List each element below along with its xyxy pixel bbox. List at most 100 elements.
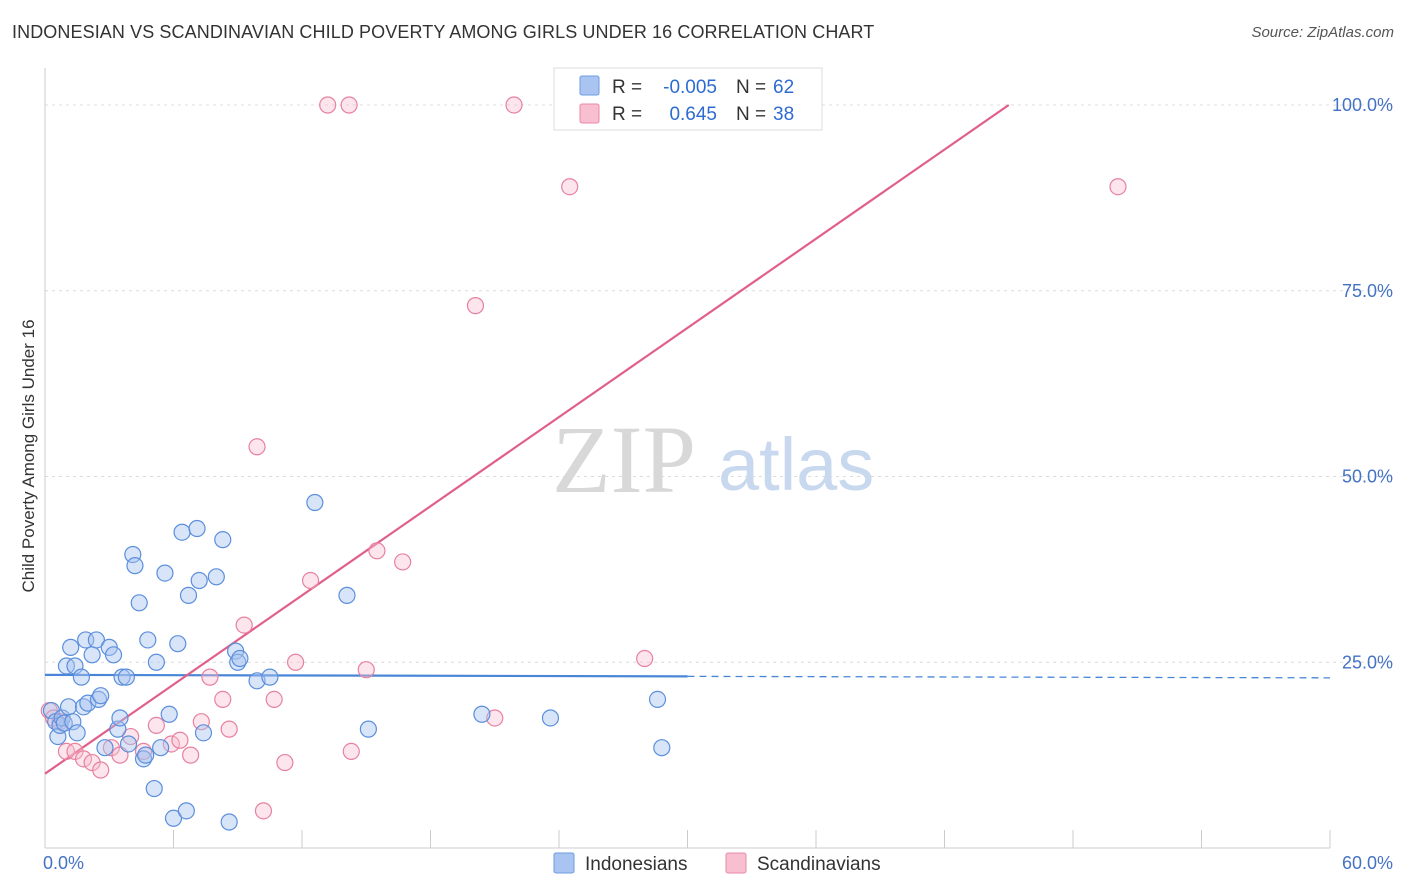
point-indonesians	[541, 709, 560, 727]
point-indonesians	[338, 586, 356, 604]
point-scandinavians	[182, 746, 200, 764]
legend-n-value-scandinavians: 38	[773, 104, 794, 125]
legend-label-indonesians: Indonesians	[585, 854, 687, 875]
point-indonesians	[164, 809, 183, 827]
point-indonesians	[119, 735, 138, 753]
legend-n-label: N =	[736, 104, 766, 125]
legend-series: Indonesians Scandinavians	[553, 852, 881, 875]
point-scandinavians	[265, 690, 283, 709]
watermark-atlas: atlas	[718, 423, 874, 506]
point-scandinavians	[192, 713, 210, 731]
point-scandinavians	[248, 438, 266, 456]
point-indonesians	[220, 813, 238, 831]
y-axis-title: Child Poverty Among Girls Under 16	[19, 319, 38, 592]
point-scandinavians	[342, 742, 360, 761]
point-scandinavians	[220, 720, 238, 738]
point-indonesians	[173, 523, 191, 541]
point-indonesians	[156, 564, 174, 582]
point-indonesians	[117, 668, 135, 686]
point-indonesians	[207, 568, 225, 586]
trend-line-indonesians-extension	[687, 675, 1331, 679]
legend-stats: R = -0.005 N = 62 R = 0.645 N = 38	[553, 67, 823, 131]
trend-line-scandinavians	[44, 104, 1010, 775]
watermark: ZIP atlas	[552, 406, 874, 513]
point-scandinavians	[394, 553, 412, 571]
point-indonesians	[190, 571, 208, 590]
point-indonesians	[214, 531, 232, 549]
point-indonesians	[359, 720, 377, 738]
trend-line-indonesians	[44, 673, 688, 678]
point-indonesians	[83, 646, 101, 664]
legend-label-scandinavians: Scandinavians	[757, 854, 881, 875]
point-indonesians	[130, 594, 148, 612]
point-indonesians	[231, 649, 249, 668]
gridlines	[45, 104, 1395, 663]
point-indonesians	[104, 646, 123, 664]
point-indonesians	[653, 739, 671, 757]
y-tick-label: 50.0%	[1342, 467, 1393, 487]
point-indonesians	[113, 668, 131, 686]
point-scandinavians	[162, 735, 180, 753]
y-tick-label: 25.0%	[1342, 652, 1393, 672]
legend-swatch-scandinavians	[579, 103, 600, 124]
point-scandinavians	[636, 649, 654, 668]
point-indonesians	[179, 586, 198, 604]
point-indonesians	[648, 690, 667, 709]
legend-n-value-indonesians: 62	[773, 77, 794, 98]
point-indonesians	[62, 638, 80, 656]
legend-r-label: R =	[612, 104, 642, 125]
point-scandinavians	[301, 571, 320, 590]
legend-r-label: R =	[612, 77, 642, 98]
point-scandinavians	[254, 802, 273, 820]
point-scandinavians	[319, 96, 337, 114]
point-indonesians	[306, 493, 324, 512]
point-indonesians	[137, 746, 155, 764]
point-scandinavians	[357, 661, 375, 679]
point-scandinavians	[214, 690, 232, 709]
point-indonesians	[145, 779, 163, 798]
point-scandinavians	[505, 96, 523, 114]
point-indonesians	[59, 698, 78, 716]
source-credit: Source: ZipAtlas.com	[1251, 24, 1394, 41]
point-indonesians	[79, 694, 97, 712]
point-scandinavians	[340, 96, 358, 114]
legend-r-value-indonesians: -0.005	[663, 77, 717, 98]
legend-swatch-scandinavians	[725, 852, 747, 874]
point-scandinavians	[286, 653, 305, 671]
point-indonesians	[261, 668, 279, 686]
point-indonesians	[160, 705, 178, 723]
point-indonesians	[72, 668, 91, 686]
point-indonesians	[87, 631, 106, 649]
point-indonesians	[194, 724, 213, 742]
point-indonesians	[96, 739, 114, 757]
point-indonesians	[126, 557, 144, 575]
point-scandinavians	[171, 731, 189, 749]
point-scandinavians	[466, 297, 485, 315]
x-tick-label: 60.0%	[1342, 853, 1393, 873]
point-indonesians	[124, 545, 142, 564]
chart-title: INDONESIAN VS SCANDINAVIAN CHILD POVERTY…	[12, 22, 875, 42]
point-scandinavians	[74, 750, 93, 768]
point-scandinavians	[147, 716, 165, 735]
point-scandinavians	[201, 668, 219, 686]
point-scandinavians	[92, 761, 110, 779]
point-indonesians	[152, 739, 170, 757]
point-indonesians	[177, 802, 195, 820]
point-indonesians	[55, 714, 73, 732]
point-indonesians	[68, 724, 86, 742]
point-indonesians	[147, 653, 165, 671]
point-indonesians	[473, 705, 491, 723]
point-indonesians	[188, 519, 206, 538]
point-scandinavians	[1109, 178, 1127, 196]
legend-n-label: N =	[736, 77, 766, 98]
tick-labels: 25.0% 50.0% 75.0% 100.0% 0.0% 60.0%	[43, 95, 1393, 873]
point-scandinavians	[561, 178, 579, 196]
point-scandinavians	[235, 616, 253, 634]
point-indonesians	[111, 709, 129, 727]
point-scandinavians	[368, 542, 386, 560]
y-tick-label: 100.0%	[1332, 95, 1393, 115]
point-indonesians	[139, 631, 157, 649]
watermark-zip: ZIP	[552, 406, 696, 513]
trend-lines	[44, 104, 1331, 775]
